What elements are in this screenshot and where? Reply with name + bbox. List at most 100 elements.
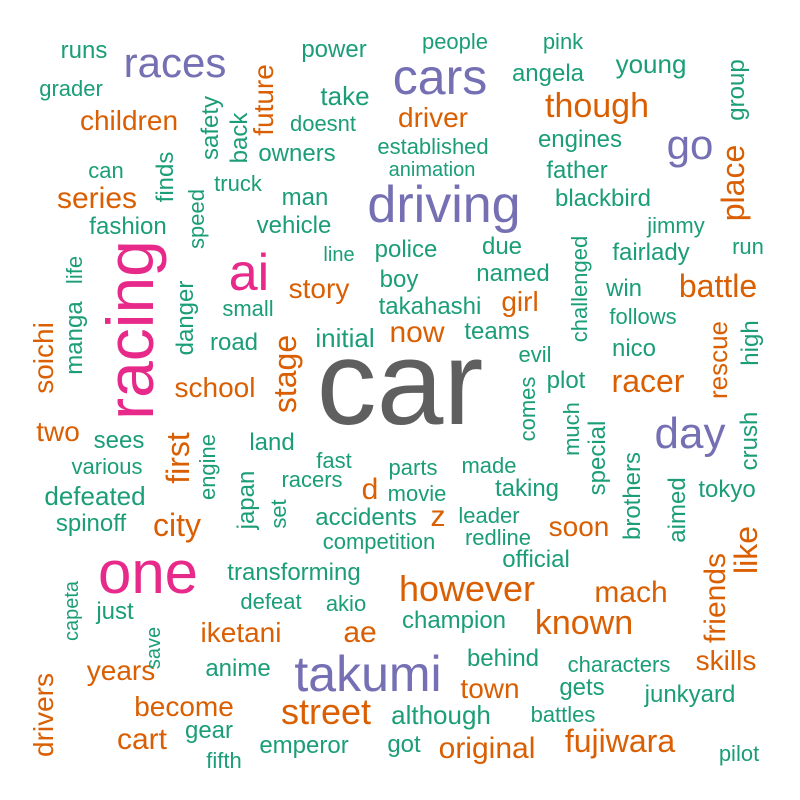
word: teams bbox=[464, 318, 530, 345]
word: nico bbox=[611, 335, 657, 362]
word: become bbox=[134, 691, 234, 722]
word: gear bbox=[184, 717, 234, 744]
word: boy bbox=[379, 266, 419, 293]
word: behind bbox=[466, 645, 540, 672]
word: capeta bbox=[61, 580, 83, 642]
word: initial bbox=[315, 323, 375, 353]
word: man bbox=[281, 184, 329, 211]
word: although bbox=[391, 700, 491, 730]
word: movie bbox=[387, 481, 447, 506]
word: however bbox=[398, 568, 536, 609]
word: defeated bbox=[44, 481, 146, 511]
word: much bbox=[559, 402, 584, 456]
word: mach bbox=[594, 576, 668, 609]
word: various bbox=[71, 454, 143, 479]
word: day bbox=[654, 409, 726, 458]
word: driving bbox=[367, 176, 521, 234]
word: takahashi bbox=[378, 293, 482, 320]
word: ae bbox=[343, 616, 377, 649]
word: racer bbox=[611, 363, 685, 399]
word: speed bbox=[184, 189, 209, 249]
word: though bbox=[545, 87, 649, 125]
word: children bbox=[79, 105, 179, 136]
word: set bbox=[266, 499, 291, 529]
word: safety bbox=[197, 95, 224, 161]
word: land bbox=[249, 429, 295, 456]
word: races bbox=[123, 39, 227, 86]
word: city bbox=[153, 507, 201, 543]
word: racers bbox=[281, 467, 343, 492]
word: defeat bbox=[240, 589, 302, 614]
word: anime bbox=[205, 655, 271, 682]
word: iketani bbox=[200, 617, 282, 648]
word: aimed bbox=[664, 477, 691, 543]
word: drivers bbox=[28, 672, 59, 758]
word: driver bbox=[397, 102, 469, 133]
word: takumi bbox=[294, 646, 442, 702]
word: plot bbox=[546, 367, 586, 394]
word: fifth bbox=[206, 748, 242, 773]
word: win bbox=[605, 275, 643, 302]
word: pilot bbox=[718, 741, 760, 766]
word: young bbox=[615, 49, 687, 79]
word: father bbox=[546, 157, 608, 184]
word: place bbox=[715, 144, 751, 222]
word: taking bbox=[494, 475, 560, 502]
word: girl bbox=[501, 286, 539, 317]
word: run bbox=[732, 234, 764, 259]
word: power bbox=[301, 36, 367, 63]
word: cars bbox=[392, 49, 488, 105]
word: rescue bbox=[703, 320, 733, 400]
word: established bbox=[377, 134, 489, 159]
word: save bbox=[143, 626, 165, 670]
word: stage bbox=[267, 334, 303, 414]
word: manga bbox=[61, 301, 88, 375]
word: street bbox=[280, 691, 372, 732]
word: known bbox=[534, 604, 634, 642]
word: sees bbox=[93, 427, 145, 454]
word: pink bbox=[542, 29, 584, 54]
word: emperor bbox=[259, 732, 349, 759]
word: redline bbox=[464, 525, 532, 550]
word: d bbox=[361, 473, 379, 506]
word: high bbox=[737, 320, 764, 366]
word: skills bbox=[695, 645, 757, 676]
word: vehicle bbox=[256, 212, 332, 239]
word: police bbox=[374, 236, 438, 263]
word: line bbox=[323, 244, 355, 266]
word: series bbox=[56, 182, 138, 215]
word: life bbox=[62, 255, 87, 285]
word: battle bbox=[678, 268, 758, 304]
word: engines bbox=[537, 126, 623, 153]
word: tokyo bbox=[698, 476, 756, 503]
word: doesnt bbox=[289, 111, 357, 136]
word: first bbox=[160, 432, 196, 484]
word: spinoff bbox=[55, 510, 127, 537]
word: competition bbox=[322, 529, 436, 554]
word: gets bbox=[559, 674, 605, 701]
word: cart bbox=[116, 723, 168, 756]
word: story bbox=[288, 273, 350, 304]
word: like bbox=[728, 525, 764, 575]
word: due bbox=[481, 233, 523, 260]
word: characters bbox=[567, 652, 671, 677]
word: car bbox=[316, 316, 484, 450]
word: can bbox=[88, 158, 124, 183]
word: racing bbox=[93, 240, 167, 420]
word: two bbox=[36, 416, 80, 447]
word: road bbox=[209, 329, 259, 356]
word: future bbox=[248, 64, 279, 136]
word: parts bbox=[388, 455, 438, 480]
word: crush bbox=[736, 411, 763, 471]
word: ai bbox=[228, 244, 270, 302]
word: go bbox=[666, 121, 714, 168]
word: brothers bbox=[619, 451, 646, 541]
word: small bbox=[222, 296, 274, 321]
word: animation bbox=[388, 159, 476, 181]
word: named bbox=[476, 260, 550, 287]
word: fast bbox=[316, 448, 352, 473]
word: blackbird bbox=[554, 185, 652, 212]
word: angela bbox=[511, 60, 585, 87]
word: years bbox=[86, 655, 156, 686]
